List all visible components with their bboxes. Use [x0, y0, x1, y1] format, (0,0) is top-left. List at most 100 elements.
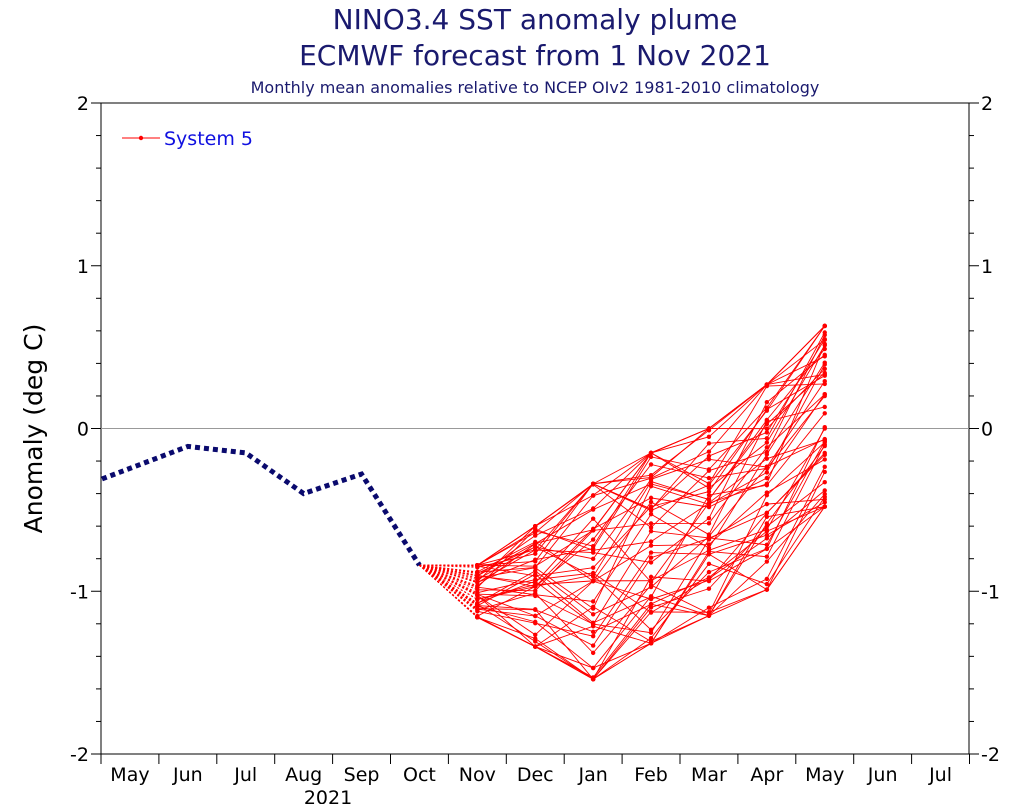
forecast-lead-connector: [419, 564, 478, 591]
forecast-point: [764, 475, 770, 481]
forecast-point: [648, 454, 654, 460]
forecast-point: [475, 606, 480, 612]
x-tick-label: Feb: [634, 764, 668, 786]
chart-caption: Monthly mean anomalies relative to NCEP …: [251, 78, 820, 97]
y-tick-label-left: 2: [77, 93, 89, 115]
forecast-point: [590, 621, 596, 627]
x-tick-label: Sep: [344, 764, 380, 786]
forecast-point: [764, 382, 770, 387]
forecast-point: [648, 450, 654, 456]
y-axis: -2 -2 -1 -1 0 0 1 1 2 2: [70, 93, 1000, 766]
forecast-point: [475, 563, 480, 568]
legend-label-system-5: System 5: [164, 128, 253, 150]
y-tick-label-right: 0: [981, 419, 993, 441]
forecast-point: [533, 573, 538, 579]
forecast-lead-connector: [419, 564, 478, 595]
x-axis-year-label: 2021: [304, 787, 352, 804]
forecast-point: [648, 627, 654, 633]
forecast-point: [475, 597, 480, 602]
forecast-point: [822, 366, 827, 372]
forecast-point: [648, 550, 654, 555]
forecast-point: [706, 492, 712, 498]
forecast-point: [764, 421, 770, 427]
x-axis: May Jun Jul Aug Sep Oct Nov Dec Jan Feb Mar Apr May J…: [100, 754, 970, 786]
forecast-point: [648, 481, 654, 487]
forecast-point: [475, 584, 480, 590]
forecast-point: [764, 470, 770, 475]
forecast-point: [648, 560, 654, 565]
x-tick-label: Dec: [517, 764, 554, 786]
forecast-lead-connector: [419, 564, 478, 600]
forecast-point: [648, 574, 654, 580]
forecast-point: [648, 512, 654, 517]
forecast-point: [590, 493, 596, 498]
forecast-point: [648, 594, 654, 599]
x-tick-label: Jun: [867, 764, 898, 786]
forecast-point: [764, 581, 770, 587]
forecast-point: [764, 501, 770, 507]
y-tick-label-right: -2: [981, 744, 1000, 766]
forecast-point: [533, 541, 538, 547]
forecast-point: [533, 613, 538, 619]
chart-subtitle: ECMWF forecast from 1 Nov 2021: [299, 39, 771, 72]
forecast-point: [822, 379, 827, 384]
x-tick-label: Nov: [459, 764, 496, 786]
forecast-point: [590, 643, 596, 648]
forecast-point: [706, 521, 712, 526]
forecast-point: [764, 436, 770, 441]
forecast-point: [648, 584, 654, 590]
forecast-point: [706, 516, 712, 521]
forecast-point: [706, 549, 712, 554]
forecast-point: [706, 569, 712, 575]
forecast-point: [764, 456, 770, 461]
forecast-point: [706, 457, 712, 462]
forecast-point: [764, 510, 770, 516]
forecast-point: [764, 546, 770, 552]
observed-line: [101, 443, 422, 567]
forecast-point: [590, 650, 596, 656]
chart-title: NINO3.4 SST anomaly plume: [333, 3, 738, 36]
y-tick-label-right: 1: [981, 256, 993, 278]
forecast-point: [590, 665, 596, 671]
y-tick-label-left: 1: [77, 256, 89, 278]
forecast-point: [764, 481, 770, 487]
forecast-point: [648, 601, 654, 607]
y-tick-label-left: -2: [70, 744, 89, 766]
forecast-lead-connector: [419, 564, 478, 596]
forecast-point: [533, 563, 538, 569]
forecast-point: [822, 437, 827, 442]
y-axis-label: Anomaly (deg C): [19, 324, 48, 534]
forecast-point: [533, 644, 538, 649]
forecast-point: [590, 612, 596, 617]
forecast-point: [822, 393, 827, 399]
forecast-point: [764, 532, 770, 538]
forecast-lead-connector: [419, 564, 478, 574]
forecast-point: [706, 449, 712, 454]
forecast-point: [706, 441, 712, 446]
forecast-point: [648, 528, 654, 534]
forecast-point: [822, 411, 827, 416]
forecast-point: [706, 489, 712, 494]
forecast-point: [764, 536, 770, 541]
forecast-point: [764, 440, 770, 445]
forecast-lead-connector: [419, 564, 478, 618]
forecast-point: [822, 426, 827, 431]
forecast-point: [706, 475, 712, 481]
forecast-point: [533, 620, 538, 626]
observed-series: [101, 443, 422, 567]
forecast-point: [822, 494, 827, 500]
legend-marker-swatch: [138, 135, 144, 141]
x-tick-label: Jul: [233, 764, 257, 786]
forecast-point: [706, 561, 712, 567]
forecast-point: [590, 676, 596, 682]
forecast-point: [590, 550, 596, 555]
forecast-point: [706, 545, 712, 551]
forecast-point: [648, 555, 654, 560]
forecast-point: [475, 615, 480, 620]
forecast-point: [590, 578, 596, 584]
forecast-point: [590, 572, 596, 578]
forecast-point: [706, 467, 712, 472]
x-tick-label: Jul: [928, 764, 952, 786]
forecast-point: [590, 629, 596, 635]
